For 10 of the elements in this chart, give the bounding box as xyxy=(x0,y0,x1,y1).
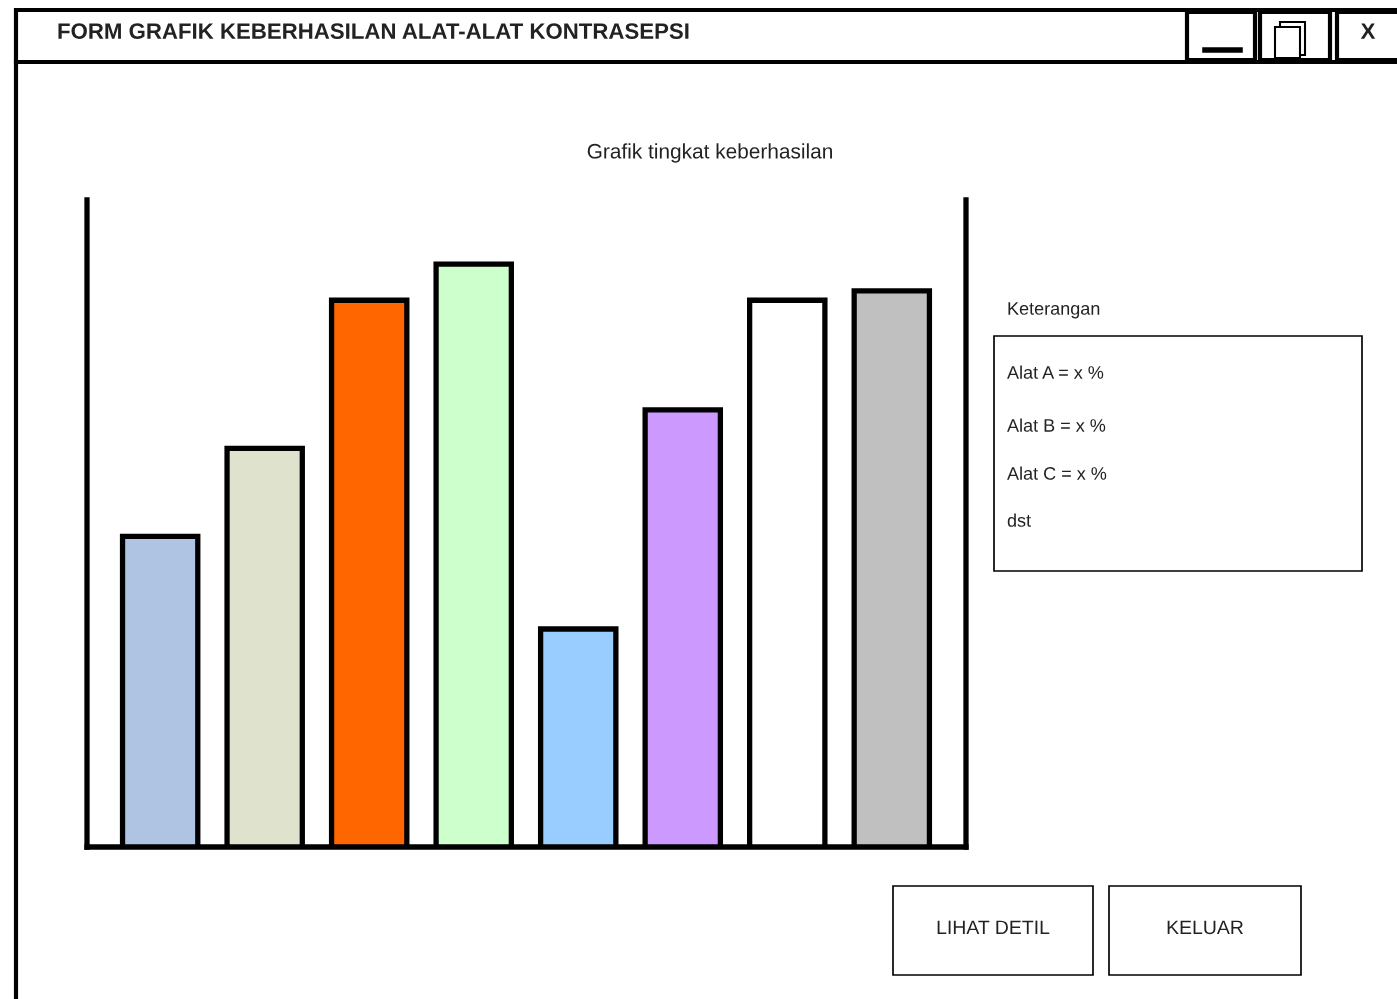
text: KELUAR xyxy=(1167,920,1243,935)
text: X xyxy=(1360,23,1376,39)
text: LIHAT DETIL xyxy=(937,920,1050,935)
text: Keterangan xyxy=(1008,302,1100,319)
text: Alat C = x % xyxy=(1007,466,1107,480)
text: dst xyxy=(1007,513,1031,527)
text: Alat B = x % xyxy=(1007,418,1106,432)
chart-title: Grafik tingkat keberhasilan xyxy=(587,143,832,163)
text: FORM GRAFIK KEBERHASILAN ALAT-ALAT KONTRASEPSI xyxy=(58,23,689,39)
text: Alat A = x % xyxy=(1007,365,1104,379)
